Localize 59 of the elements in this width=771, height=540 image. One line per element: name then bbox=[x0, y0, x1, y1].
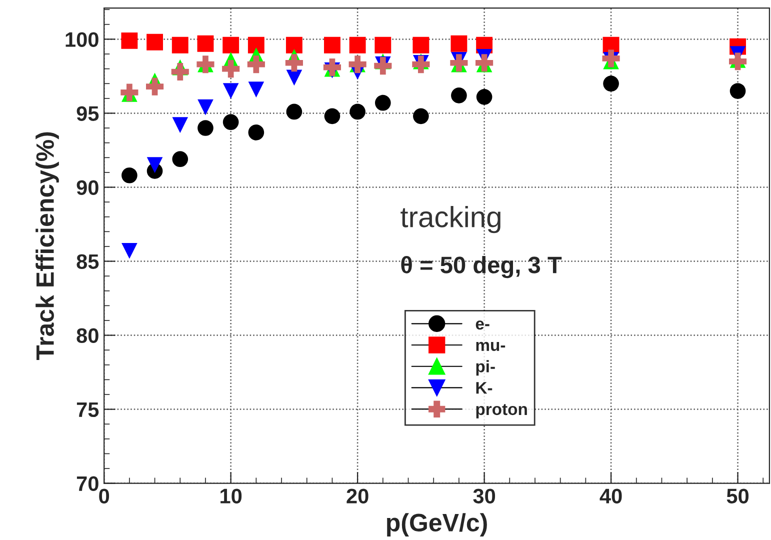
x-tick-label: 10 bbox=[220, 488, 242, 504]
x-tick-label: 0 bbox=[99, 488, 110, 504]
point bbox=[730, 83, 746, 99]
legend-label: e- bbox=[476, 320, 490, 330]
point bbox=[349, 36, 366, 54]
y-tick-label: 70 bbox=[76, 476, 98, 492]
x-tick-label: 50 bbox=[726, 488, 749, 504]
legend-label: pi- bbox=[476, 360, 495, 376]
y-tick-label: 95 bbox=[76, 106, 99, 121]
point bbox=[222, 114, 239, 130]
point bbox=[248, 82, 264, 98]
point bbox=[121, 32, 138, 49]
y-tick-label: 80 bbox=[76, 328, 98, 344]
point bbox=[374, 94, 391, 111]
point bbox=[172, 151, 188, 168]
y-tick-label: 90 bbox=[76, 180, 98, 195]
point bbox=[451, 88, 467, 104]
x-tick-label: 40 bbox=[600, 488, 622, 504]
point bbox=[198, 99, 214, 116]
point bbox=[146, 157, 163, 173]
point bbox=[197, 35, 214, 52]
point bbox=[248, 124, 264, 140]
point bbox=[286, 36, 302, 54]
point bbox=[146, 78, 164, 96]
point bbox=[412, 36, 430, 54]
point bbox=[247, 56, 265, 74]
point bbox=[286, 104, 302, 120]
annotation: θ = 50 deg, 3 T bbox=[401, 256, 562, 278]
point bbox=[198, 120, 214, 136]
legend-label: mu- bbox=[476, 342, 506, 351]
point bbox=[122, 167, 138, 184]
annotation: tracking bbox=[400, 206, 500, 234]
x-tick-label: 30 bbox=[473, 488, 496, 504]
x-axis-title: p(GeV/c) bbox=[387, 513, 487, 536]
legend-label: K- bbox=[476, 382, 492, 394]
point bbox=[476, 89, 492, 105]
legend-label: proton bbox=[476, 404, 527, 418]
y-tick-label: 100 bbox=[66, 32, 98, 47]
point bbox=[413, 108, 429, 124]
point bbox=[350, 104, 366, 120]
y-tick-label: 85 bbox=[76, 254, 99, 269]
point bbox=[285, 54, 303, 72]
point bbox=[222, 60, 240, 78]
point bbox=[450, 35, 468, 52]
point bbox=[374, 36, 392, 54]
point bbox=[122, 242, 138, 259]
point bbox=[146, 34, 163, 50]
point bbox=[324, 108, 340, 124]
y-tick-label: 75 bbox=[76, 402, 99, 418]
point bbox=[248, 36, 264, 54]
point bbox=[171, 62, 189, 81]
point bbox=[172, 36, 188, 54]
point bbox=[324, 36, 340, 54]
point bbox=[603, 76, 619, 92]
x-tick-label: 20 bbox=[346, 488, 368, 504]
point bbox=[172, 117, 188, 133]
point bbox=[222, 83, 239, 99]
y-axis-title: Track Efficiency(%) bbox=[36, 132, 59, 360]
point bbox=[222, 36, 240, 54]
